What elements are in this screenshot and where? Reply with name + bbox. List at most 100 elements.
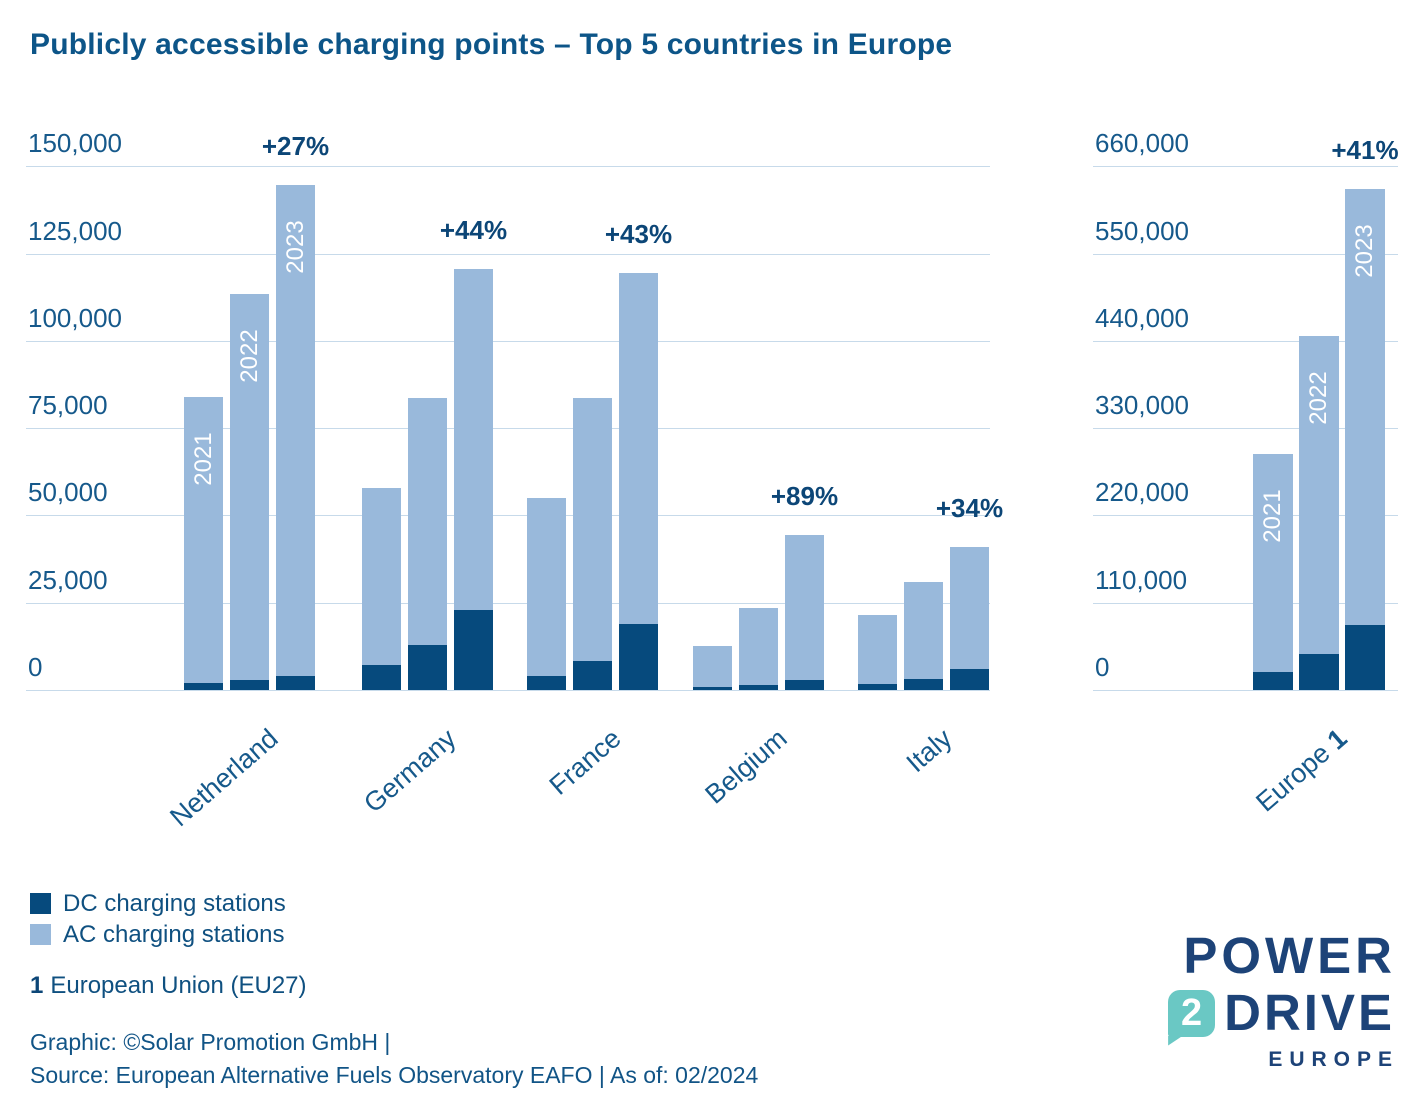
logo-2-bubble-icon: 2 — [1168, 989, 1216, 1037]
bar-ac-segment — [573, 398, 612, 661]
growth-label: +44% — [439, 215, 508, 246]
bar-ac-segment — [739, 607, 778, 685]
bar-year-label: 2022 — [1305, 371, 1332, 425]
gridline — [26, 428, 990, 430]
bar-dc-segment — [858, 684, 897, 690]
bar-dc-segment — [693, 686, 732, 690]
bar-dc-segment — [739, 684, 778, 690]
growth-label: +41% — [1331, 135, 1399, 166]
bar-ac-segment — [904, 582, 943, 679]
bar-year-label: 2021 — [1259, 488, 1286, 543]
bar-dc-segment — [1253, 671, 1293, 690]
credits: Graphic: ©Solar Promotion GmbH | Source:… — [30, 1026, 758, 1092]
y-tick-label: 220,000 — [1095, 477, 1189, 508]
bar-ac-segment — [230, 293, 269, 680]
y-tick-label: 0 — [1095, 652, 1110, 682]
bar-ac-segment — [619, 272, 658, 624]
logo-drive-text: DRIVE — [1224, 984, 1395, 1041]
legend-row-ac: AC charging stations — [30, 919, 286, 950]
bar-ac-segment — [408, 398, 447, 646]
bar-year-label: 2022 — [235, 329, 263, 383]
y-tick-label: 50,000 — [28, 477, 108, 508]
y-tick-label: 440,000 — [1095, 302, 1189, 333]
bar-ac-segment — [1253, 453, 1293, 672]
y-tick-label: 75,000 — [28, 390, 108, 421]
logo-second-row: 2 DRIVE — [1128, 987, 1392, 1039]
gridline — [1093, 166, 1398, 168]
gridline — [26, 515, 990, 517]
growth-label: +34% — [935, 492, 1004, 523]
x-category-label: Europe 1 — [1250, 723, 1353, 818]
bar-ac-segment — [276, 185, 315, 676]
y-tick-label: 125,000 — [28, 215, 122, 246]
footnote-text: European Union (EU27) — [50, 972, 307, 999]
bar-ac-segment — [950, 546, 989, 670]
gridline — [1093, 602, 1398, 604]
gridline — [1093, 253, 1398, 255]
dc-legend-label: DC charging stations — [63, 889, 286, 917]
gridline — [26, 166, 990, 168]
bar-ac-segment — [693, 646, 732, 687]
bar-dc-segment — [1299, 654, 1339, 690]
y-tick-label: 150,000 — [28, 128, 122, 159]
bar-ac-segment — [858, 614, 897, 685]
bar-dc-segment — [230, 679, 269, 690]
bar-ac-segment — [184, 396, 223, 683]
gridline — [1093, 515, 1398, 517]
power2drive-logo: POWER 2 DRIVE EUROPE — [1128, 930, 1392, 1072]
ac-legend-label: AC charging stations — [63, 920, 285, 948]
gridline — [26, 602, 990, 604]
footnote-marker: 1 — [30, 972, 44, 999]
gridline — [1093, 690, 1398, 691]
gridline — [26, 253, 990, 255]
y-tick-label: 100,000 — [28, 302, 122, 333]
y-tick-label: 550,000 — [1095, 215, 1189, 246]
category-footnote-marker: 1 — [1315, 723, 1353, 761]
bar-ac-segment — [454, 269, 493, 610]
bar-ac-segment — [362, 487, 401, 665]
y-tick-label: 25,000 — [28, 564, 108, 595]
dc-swatch-icon — [30, 893, 51, 914]
growth-label: +89% — [770, 480, 839, 511]
bar-ac-segment — [527, 497, 566, 676]
logo-power-text: POWER — [1183, 927, 1396, 984]
gridline — [1093, 340, 1398, 342]
bar-ac-segment — [1345, 189, 1385, 625]
bar-dc-segment — [1345, 624, 1385, 690]
bar-ac-segment — [785, 534, 824, 680]
gridline — [26, 340, 990, 342]
y-tick-label: 330,000 — [1095, 390, 1189, 421]
bar-dc-segment — [785, 679, 824, 690]
bar-dc-segment — [454, 609, 493, 690]
chart-title: Publicly accessible charging points – To… — [30, 28, 953, 61]
y-tick-label: 110,000 — [1095, 564, 1188, 595]
y-tick-label: 660,000 — [1095, 128, 1189, 159]
logo-bubble-digit: 2 — [1181, 991, 1203, 1034]
logo-europe-text: EUROPE — [1268, 1048, 1399, 1071]
gridline — [1093, 428, 1398, 430]
bar-dc-segment — [619, 623, 658, 690]
bar-dc-segment — [904, 678, 943, 690]
bar-dc-segment — [573, 660, 612, 690]
footnote: 1 European Union (EU27) — [30, 972, 307, 1000]
bar-ac-segment — [1299, 336, 1339, 654]
bar-year-label: 2021 — [189, 432, 217, 486]
credits-source-line: Source: European Alternative Fuels Obser… — [30, 1062, 759, 1088]
bar-year-label: 2023 — [281, 220, 309, 275]
growth-label: +27% — [261, 131, 330, 162]
legend-row-dc: DC charging stations — [30, 888, 286, 919]
bar-dc-segment — [362, 664, 401, 690]
bar-year-label: 2023 — [1351, 224, 1378, 278]
y-tick-label: 0 — [28, 652, 43, 682]
legend: DC charging stations AC charging station… — [30, 888, 286, 950]
bar-dc-segment — [276, 675, 315, 690]
bar-dc-segment — [950, 669, 989, 690]
credits-graphic-line: Graphic: ©Solar Promotion GmbH | — [30, 1029, 391, 1055]
growth-label: +43% — [604, 218, 673, 249]
gridline — [26, 690, 990, 691]
bar-dc-segment — [527, 676, 566, 690]
bar-dc-segment — [408, 645, 447, 690]
ac-swatch-icon — [30, 924, 51, 945]
bar-dc-segment — [184, 683, 223, 690]
